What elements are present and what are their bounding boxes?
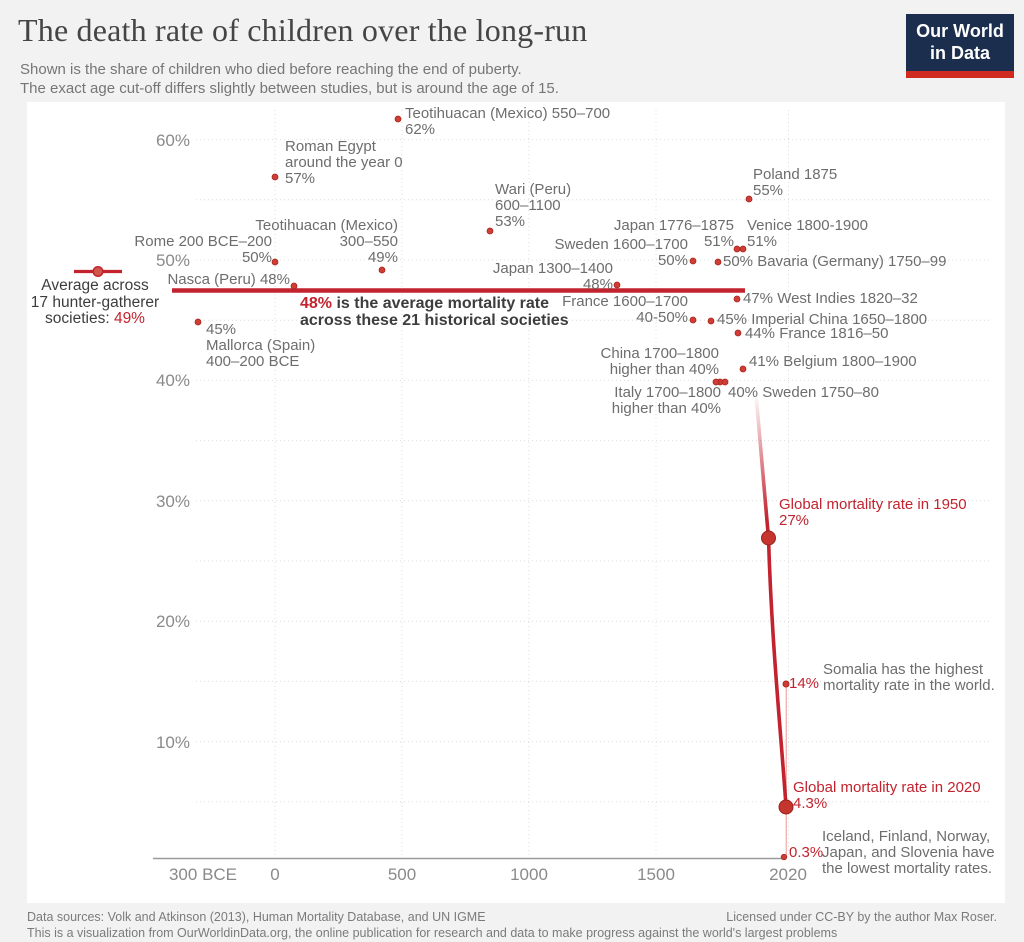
footer-data-sources: Data sources: Volk and Atkinson (2013), … — [27, 910, 486, 924]
owid-logo-line-1: Our World — [916, 21, 1004, 41]
page-title: The death rate of children over the long… — [18, 12, 588, 48]
subtitle-line-1: Shown is the share of children who died … — [20, 61, 522, 78]
subtitle-line-2: The exact age cut-off differs slightly b… — [20, 80, 559, 97]
owid-logo-text: Our World in Data — [906, 14, 1014, 71]
plot-panel — [27, 102, 1005, 903]
owid-logo-red-bar — [906, 70, 1014, 78]
owid-logo-line-2: in Data — [929, 42, 990, 63]
footer-license: Licensed under CC-BY by the author Max R… — [726, 910, 997, 924]
owid-logo: Our World in Data — [906, 14, 1014, 78]
footer-attribution: This is a visualization from OurWorldinD… — [27, 926, 838, 940]
